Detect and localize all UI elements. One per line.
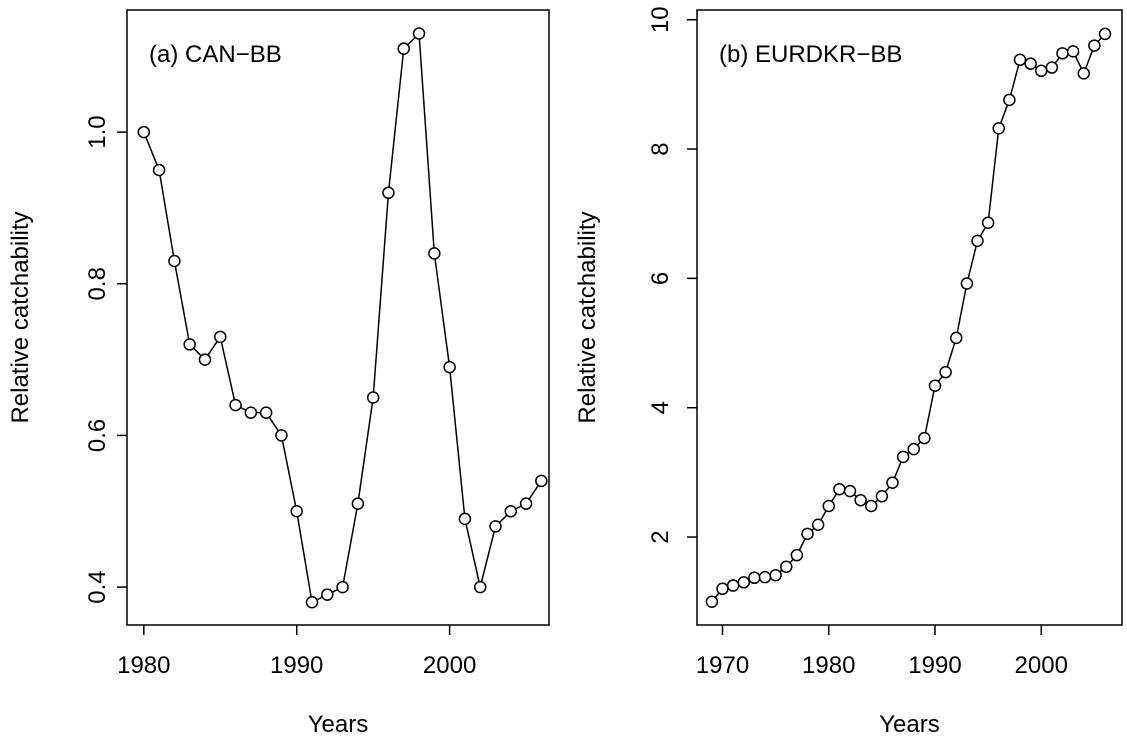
y-tick-label: 0.6 (84, 419, 111, 452)
panel-title: (b) EURDKR−BB (719, 41, 902, 68)
data-point (535, 474, 548, 488)
data-point (790, 548, 804, 562)
data-point (907, 442, 920, 456)
data-point (428, 247, 441, 260)
y-tick-label: 0.8 (84, 267, 111, 300)
data-point (833, 482, 846, 496)
data-point (1056, 47, 1069, 60)
data-point (705, 595, 719, 608)
y-tick-label: 10 (647, 6, 674, 33)
data-point (854, 493, 867, 507)
data-point (875, 490, 889, 503)
data-point (1003, 93, 1016, 107)
data-point (1013, 53, 1027, 67)
data-point (519, 497, 533, 510)
y-tick-label: 4 (647, 401, 674, 414)
data-point (960, 277, 974, 290)
y-tick-label: 0.4 (84, 570, 111, 603)
data-point (1024, 57, 1037, 70)
data-point (382, 186, 395, 200)
data-point (758, 570, 772, 584)
data-point (183, 338, 196, 351)
data-point (737, 576, 750, 589)
data-point (198, 353, 212, 366)
data-point (950, 331, 963, 345)
data-point (886, 476, 899, 489)
y-tick-label: 8 (647, 142, 674, 155)
data-point (366, 391, 380, 404)
data-point (489, 520, 502, 533)
data-point (896, 450, 910, 464)
data-point (939, 365, 952, 379)
data-point (443, 360, 456, 374)
x-tick-label: 1980 (117, 652, 170, 679)
data-point (865, 499, 878, 513)
data-point (1045, 61, 1059, 74)
data-point (137, 125, 151, 139)
data-point (843, 484, 857, 498)
data-point (214, 330, 227, 344)
data-point (259, 406, 273, 419)
data-point (244, 406, 258, 419)
data-point (801, 527, 814, 541)
data-point (305, 596, 319, 609)
data-point (1098, 27, 1112, 41)
panel-title: (a) CAN−BB (149, 41, 282, 68)
x-tick-label: 1970 (696, 652, 749, 679)
data-point (397, 42, 410, 55)
data-point (1035, 64, 1048, 78)
plot-frame (696, 9, 1123, 626)
data-point (1066, 45, 1080, 58)
data-point (504, 505, 518, 518)
data-point (780, 560, 793, 574)
x-tick-label: 2000 (423, 652, 476, 679)
x-tick-label: 1990 (908, 652, 961, 679)
x-tick-label: 1990 (270, 652, 323, 679)
data-point (336, 580, 349, 594)
data-point (473, 580, 487, 594)
data-point (981, 216, 995, 230)
y-axis-title: Relative catchability (574, 211, 601, 423)
data-line (711, 33, 1106, 603)
y-axis-title: Relative catchability (7, 211, 34, 423)
data-point (229, 398, 242, 412)
y-tick-label: 6 (647, 272, 674, 285)
data-point (748, 571, 761, 585)
x-tick-label: 1980 (802, 652, 855, 679)
data-point (769, 568, 782, 582)
y-tick-label: 1.0 (84, 115, 111, 148)
data-point (1088, 39, 1101, 52)
data-point (918, 431, 931, 445)
data-point (351, 497, 365, 510)
data-point (992, 122, 1005, 135)
data-point (726, 579, 740, 592)
data-point (168, 254, 181, 268)
plot-frame (126, 9, 550, 626)
data-point (716, 582, 729, 596)
data-line (143, 31, 542, 604)
data-point (290, 505, 303, 518)
data-point (458, 512, 472, 526)
data-point (275, 429, 288, 442)
x-tick-label: 2000 (1015, 652, 1068, 679)
x-axis-title: Years (879, 711, 940, 738)
data-point (1077, 67, 1090, 80)
data-point (811, 518, 825, 532)
data-point (412, 27, 426, 40)
y-tick-label: 2 (647, 530, 674, 543)
data-point (321, 588, 334, 601)
x-axis-title: Years (308, 711, 369, 738)
data-point (152, 163, 166, 177)
data-point (971, 234, 984, 248)
data-point (928, 379, 942, 392)
data-point (822, 499, 835, 513)
